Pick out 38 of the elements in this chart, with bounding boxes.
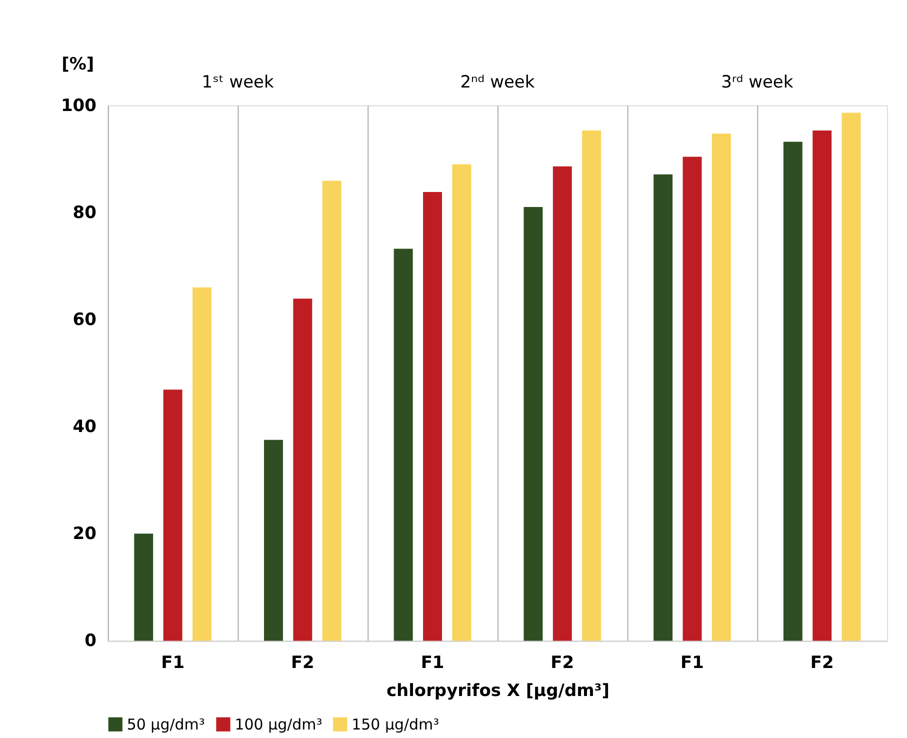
bar bbox=[394, 248, 413, 641]
legend-label: 150 μg/dm³ bbox=[352, 715, 440, 734]
bar bbox=[654, 174, 673, 641]
y-tick-label: 80 bbox=[72, 202, 96, 223]
bar bbox=[582, 130, 602, 641]
x-tick-label: F2 bbox=[550, 653, 574, 674]
y-tick-label: 20 bbox=[72, 524, 96, 544]
bar bbox=[192, 287, 212, 641]
bar bbox=[293, 298, 312, 641]
y-axis-title: [%] bbox=[62, 54, 94, 74]
bar bbox=[452, 164, 472, 641]
bar bbox=[712, 134, 731, 641]
legend-label: 100 μg/dm³ bbox=[234, 715, 322, 734]
bar bbox=[134, 534, 154, 641]
text: 3ʳᵈ week bbox=[721, 72, 794, 92]
bar bbox=[322, 180, 342, 641]
bar bbox=[552, 166, 572, 641]
bar bbox=[812, 130, 832, 641]
y-tick-label: 100 bbox=[60, 96, 96, 116]
bar bbox=[524, 207, 543, 641]
bar bbox=[163, 390, 182, 641]
bar bbox=[264, 440, 283, 641]
x-tick-label: F1 bbox=[680, 653, 704, 674]
x-tick-label: F2 bbox=[810, 653, 834, 674]
x-tick-label: F2 bbox=[290, 653, 314, 674]
y-tick-label: 60 bbox=[72, 310, 96, 330]
x-tick-label: F1 bbox=[420, 653, 444, 674]
y-tick-label: 0 bbox=[84, 631, 96, 652]
x-axis-title: chlorpyrifos X [μg/dm³] bbox=[386, 681, 610, 702]
text: 2ⁿᵈ week bbox=[460, 72, 535, 92]
bar bbox=[842, 112, 861, 641]
y-tick-label: 40 bbox=[72, 417, 96, 438]
bar bbox=[423, 192, 442, 641]
bar bbox=[682, 156, 702, 641]
legend-label: 50 μg/dm³ bbox=[126, 715, 205, 734]
bar bbox=[783, 142, 802, 641]
text: 1ˢᵗ week bbox=[202, 72, 274, 92]
x-tick-label: F1 bbox=[161, 653, 185, 674]
